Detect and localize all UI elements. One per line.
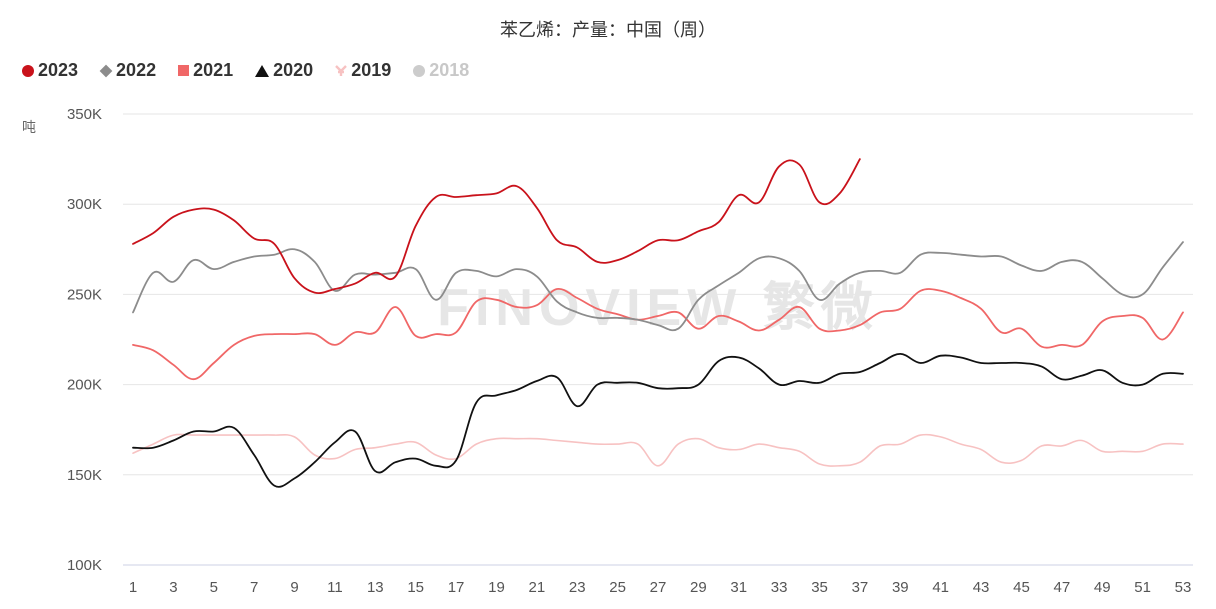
legend-label-2018: 2018 [429, 60, 470, 80]
series-line-2022 [132, 241, 1184, 332]
x-tick-label: 35 [811, 579, 828, 596]
x-tick-label: 33 [771, 579, 788, 596]
square-marker-icon [178, 65, 190, 76]
chart-title: 苯乙烯：产量：中国（周） [500, 20, 716, 41]
y-tick-label: 250K [67, 286, 102, 303]
x-tick-label: 5 [210, 579, 218, 596]
series-line-2020 [132, 353, 1184, 488]
x-tick-label: 47 [1054, 579, 1071, 596]
triangle-marker-icon [255, 64, 270, 77]
legend-label-2020: 2020 [273, 60, 314, 80]
x-tick-label: 31 [730, 579, 747, 596]
x-tick-label: 19 [488, 579, 505, 596]
x-tick-label: 49 [1094, 579, 1111, 596]
x-tick-label: 25 [609, 579, 626, 596]
y-marker-icon [335, 64, 348, 76]
y-tick-label: 150K [67, 467, 102, 484]
y-tick-label: 200K [67, 377, 102, 394]
legend-item-2023[interactable]: 2023 [22, 60, 78, 81]
legend-item-2019[interactable]: 2019 [335, 60, 391, 81]
series-lines [132, 158, 1184, 488]
x-tick-label: 15 [407, 579, 424, 596]
x-tick-label: 45 [1013, 579, 1030, 596]
y-axis-unit: 吨 [22, 120, 36, 136]
circle-marker-icon [22, 64, 34, 77]
x-tick-label: 1 [129, 579, 137, 596]
y-tick-label: 100K [67, 557, 102, 574]
legend-label-2022: 2022 [116, 60, 157, 80]
y-tick-label: 300K [67, 196, 102, 213]
x-tick-label: 9 [290, 579, 298, 596]
x-tick-label: 53 [1175, 579, 1192, 596]
x-tick-label: 11 [327, 579, 343, 596]
y-tick-label: 350K [67, 106, 102, 123]
series-line-2021 [132, 287, 1184, 381]
legend-label-2019: 2019 [351, 60, 392, 80]
series-line-2023 [132, 158, 861, 294]
x-tick-label: 39 [892, 579, 909, 596]
x-axis: 1 3 5 7 9 11 13 15 17 19 21 23 25 27 29 31 33 35 37 39 41 43 4… [129, 579, 1192, 596]
watermark: FINOVIEW 繁微 [437, 279, 879, 337]
x-tick-label: 13 [367, 579, 384, 596]
legend-item-2021[interactable]: 2021 [178, 60, 233, 81]
legend-item-2022[interactable]: 2022 [99, 60, 157, 81]
legend-label-2023: 2023 [38, 60, 79, 80]
x-tick-label: 27 [650, 579, 667, 596]
legend: 2023 2022 2021 2020 2019 2018 [22, 60, 469, 81]
x-tick-label: 43 [973, 579, 990, 596]
x-tick-label: 21 [529, 579, 546, 596]
legend-label-2021: 2021 [193, 60, 234, 80]
x-tick-label: 29 [690, 579, 707, 596]
x-tick-label: 41 [932, 579, 949, 596]
x-tick-label: 23 [569, 579, 586, 596]
circle-marker-icon [413, 64, 426, 77]
series-line-2019 [132, 433, 1184, 467]
x-tick-label: 7 [250, 579, 258, 596]
x-tick-label: 51 [1134, 579, 1151, 596]
y-axis: 100K 150K 200K 250K 300K 350K [67, 106, 102, 574]
legend-item-2018[interactable]: 2018 [413, 60, 469, 81]
x-tick-label: 37 [852, 579, 869, 596]
legend-item-2020[interactable]: 2020 [255, 60, 313, 81]
x-tick-label: 3 [169, 579, 177, 596]
x-tick-label: 17 [448, 579, 465, 596]
